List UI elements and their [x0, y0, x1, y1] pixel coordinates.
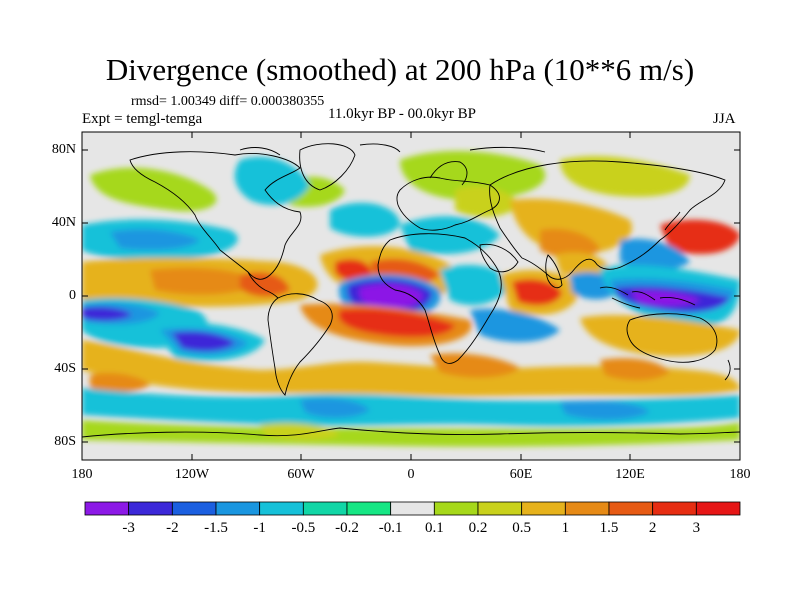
colorbar-swatch [171, 501, 217, 516]
lon-label-0: 0 [407, 467, 415, 482]
colorbar-swatch [608, 501, 654, 516]
arctic-islands-coast [239, 143, 546, 156]
field-patch [430, 353, 520, 378]
arabia-coast [479, 243, 519, 273]
field-patch [90, 373, 150, 393]
colorbar-label: -0.5 [291, 520, 316, 536]
colorbar-label: 1.5 [599, 520, 619, 536]
colorbar-swatch [346, 501, 392, 516]
field-patch [580, 315, 740, 357]
lon-label-120w: 120W [174, 467, 210, 482]
colorbar-label: -3 [122, 520, 135, 536]
lon-label-60w: 60W [287, 467, 315, 482]
stats-text: rmsd= 1.00349 diff= 0.000380355 [131, 94, 325, 109]
greenland-coast [299, 143, 356, 191]
colorbar-label: 0.1 [424, 520, 444, 536]
experiment-label: Expt = temgl-temga [82, 111, 203, 127]
season-label: JJA [713, 111, 736, 127]
north-america-coast [129, 151, 302, 280]
field-patch [150, 267, 260, 295]
field-patch [300, 398, 370, 418]
japan-coast [664, 211, 681, 231]
colorbar-swatch [302, 501, 348, 516]
colorbar-label: -0.1 [378, 520, 403, 536]
lon-label-120e: 120E [615, 467, 645, 482]
field-patch [359, 284, 423, 309]
scandinavia-coast [429, 161, 468, 186]
europe-coast [396, 176, 500, 231]
colorbar-label: 1 [561, 520, 570, 536]
colorbar-label: 3 [692, 520, 701, 536]
lon-label-60e: 60E [509, 467, 533, 482]
maritime-islands-coast [599, 286, 696, 309]
colorbar-swatch [564, 501, 610, 516]
divergence-field [82, 150, 740, 447]
field-patch [440, 265, 510, 305]
asia-coast [489, 160, 726, 280]
colorbar-swatch [521, 501, 566, 516]
coastlines [82, 143, 740, 438]
field-patch [172, 331, 235, 351]
field-patch [400, 150, 546, 200]
south-america-coast [267, 293, 333, 396]
field-patch [240, 272, 290, 297]
period-label: 11.0kyr BP - 00.0kyr BP [327, 106, 477, 122]
australia-coast [626, 313, 718, 363]
field-patch [600, 358, 670, 381]
field-patch [560, 400, 650, 420]
colorbar-label: -0.2 [335, 520, 359, 536]
colorbar [84, 501, 741, 516]
colorbar-label: -1.5 [204, 520, 228, 536]
lon-label-180w: 180 [71, 467, 93, 482]
new-zealand-coast [724, 359, 731, 381]
lon-label-180e: 180 [729, 467, 751, 482]
field-patch [560, 155, 690, 197]
colorbar-label: 2 [648, 520, 657, 536]
field-patch [234, 156, 310, 205]
colorbar-label: -1 [253, 520, 266, 536]
colorbar-label: -2 [166, 520, 179, 536]
central-america-coast [247, 271, 279, 299]
field-patch [455, 185, 520, 217]
colorbar-swatch [433, 501, 479, 516]
field-patch [90, 167, 217, 212]
colorbar-swatch [215, 501, 261, 516]
colorbar-swatch [390, 501, 435, 516]
field-patch [335, 259, 372, 282]
lat-label-80n: 80N [51, 142, 76, 157]
field-patch [620, 238, 690, 271]
field-patch [338, 308, 455, 337]
colorbar-swatch [695, 501, 741, 516]
colorbar-swatch [128, 501, 173, 516]
chart-title: Divergence (smoothed) at 200 hPa (10**6 … [105, 52, 695, 87]
field-patch [540, 228, 600, 259]
field-patch [330, 202, 400, 237]
lat-label-40s: 40S [54, 361, 76, 376]
field-patch [82, 340, 740, 397]
colorbar-label: 0.5 [512, 520, 532, 536]
colorbar-swatch [84, 501, 130, 516]
field-patch [512, 279, 562, 306]
field-patch [110, 229, 200, 250]
field-patch [555, 252, 610, 280]
colorbar-swatch [652, 501, 697, 516]
lat-label-0: 0 [69, 288, 76, 303]
antarctica-coast [82, 427, 740, 438]
colorbar-label: 0.2 [468, 520, 488, 536]
lat-label-40n: 40N [51, 215, 76, 230]
india-coast [545, 254, 563, 289]
field-patch [660, 219, 740, 255]
axis-ticks [81, 132, 741, 460]
field-patch [82, 306, 132, 321]
colorbar-swatch [259, 501, 304, 516]
lat-label-80s: 80S [54, 434, 76, 449]
field-patch [470, 308, 560, 342]
colorbar-swatch [477, 501, 523, 516]
field-patch [630, 290, 700, 306]
